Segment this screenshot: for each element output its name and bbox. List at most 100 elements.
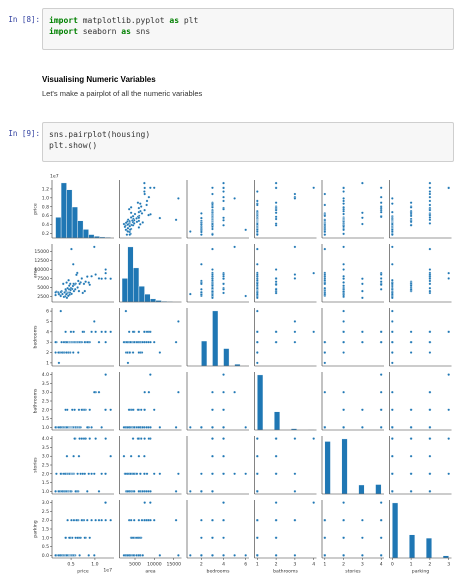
y-tick-label: 3.0 — [42, 454, 49, 460]
scatter-point — [55, 472, 58, 476]
y-tick-label: 10000 — [34, 267, 49, 273]
scatter-point — [390, 490, 394, 493]
y-tick-label: 15000 — [34, 249, 49, 255]
scatter-point — [137, 554, 141, 557]
scatter-point — [447, 437, 451, 440]
code-token: plt.show() — [49, 141, 98, 150]
scatter-point — [92, 390, 96, 394]
scatter-point — [127, 408, 131, 412]
scatter-point — [222, 373, 225, 376]
histogram-bar — [127, 246, 134, 303]
scatter-point — [274, 472, 278, 476]
scatter-point — [109, 454, 112, 458]
scatter-point — [342, 309, 345, 313]
scatter-point — [90, 518, 93, 522]
scatter-point — [274, 208, 278, 212]
scatter-point — [390, 197, 394, 200]
scatter-point — [428, 208, 432, 212]
histogram-bar — [60, 182, 67, 239]
scatter-point — [70, 518, 73, 522]
scatter-point — [139, 205, 143, 208]
scatter-point — [428, 390, 432, 394]
scatter-point — [447, 186, 451, 190]
scatter-point — [255, 490, 259, 493]
scatter-point — [60, 340, 63, 344]
scatter-point — [211, 225, 214, 229]
scatter-point — [62, 295, 66, 299]
scatter-point — [447, 373, 451, 376]
scatter-point — [147, 195, 151, 199]
scatter-point — [342, 190, 345, 193]
scatter-point — [83, 340, 87, 344]
scatter-point — [255, 351, 259, 354]
scatter-point — [244, 426, 248, 429]
scatter-point — [131, 437, 135, 440]
y-tick-label: 5 — [46, 319, 49, 325]
scatter-point — [137, 226, 141, 229]
scatter-point — [361, 426, 364, 429]
scatter-point — [342, 290, 345, 293]
scatter-point — [88, 437, 92, 440]
y-axis-label: price — [33, 203, 39, 215]
histogram-bar — [150, 298, 157, 303]
scatter-point — [57, 292, 61, 296]
scatter-point — [129, 472, 132, 476]
scatter-point — [132, 490, 136, 493]
scatter-point — [200, 293, 203, 297]
code-token: import — [49, 27, 78, 36]
scatter-point — [66, 294, 70, 298]
scatter-point — [323, 203, 327, 207]
scatter-point — [255, 247, 259, 251]
scatter-point — [137, 426, 141, 429]
scatter-point — [390, 309, 394, 313]
scatter-point — [233, 472, 236, 476]
scatter-point — [94, 273, 97, 276]
scatter-point — [143, 186, 147, 190]
scatter-point — [85, 518, 89, 522]
scatter-point — [293, 518, 297, 522]
scatter-point — [177, 472, 180, 476]
scatter-point — [274, 501, 278, 504]
histogram-bar — [77, 220, 84, 239]
scatter-point — [342, 554, 345, 557]
scatter-point — [211, 192, 214, 196]
scatter-point — [390, 278, 394, 282]
scatter-point — [323, 247, 327, 251]
scatter-point — [100, 426, 103, 429]
scatter-point — [74, 536, 77, 540]
scatter-point — [77, 408, 81, 412]
scatter-point — [97, 340, 101, 344]
scatter-point — [200, 426, 203, 429]
scatter-point — [211, 222, 214, 226]
scatter-point — [233, 390, 236, 394]
scatter-point — [274, 280, 278, 284]
x-tick-label: 1 — [323, 562, 326, 568]
scatter-point — [131, 223, 135, 227]
scatter-point — [390, 454, 394, 458]
scatter-point — [428, 203, 432, 207]
scatter-point — [135, 554, 138, 557]
scatter-point — [140, 212, 144, 215]
scatter-point — [342, 426, 345, 429]
scatter-point — [342, 197, 345, 200]
scatter-point — [323, 518, 327, 522]
code-line: import matplotlib.pyplot as plt — [49, 15, 447, 26]
scatter-point — [57, 361, 61, 365]
scatter-point — [293, 437, 297, 440]
scatter-point — [409, 490, 413, 493]
scatter-point — [77, 454, 81, 458]
scatter-point — [409, 351, 413, 354]
scatter-point — [100, 518, 103, 522]
scatter-point — [57, 426, 61, 429]
scatter-point — [428, 279, 432, 283]
scatter-point — [139, 472, 142, 476]
scatter-point — [143, 181, 146, 185]
scatter-point — [222, 472, 225, 476]
y-tick-label: 7500 — [37, 276, 49, 282]
scatter-point — [135, 536, 139, 540]
scatter-point — [447, 408, 451, 412]
scatter-point — [323, 286, 327, 290]
scatter-point — [211, 268, 214, 271]
scatter-point — [131, 351, 135, 354]
